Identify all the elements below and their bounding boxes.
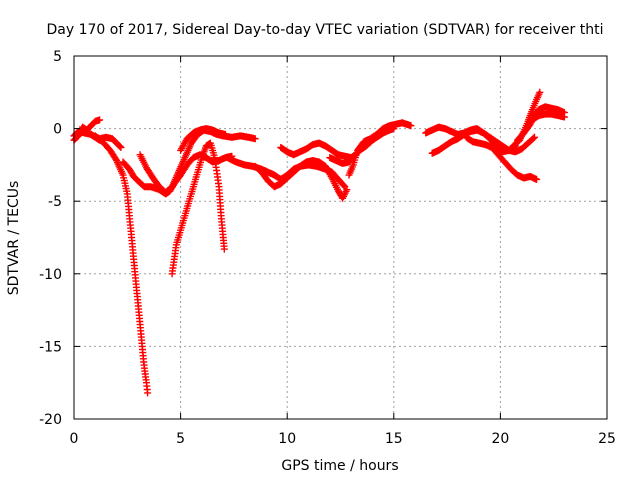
data-points (70, 88, 568, 397)
y-tick-label: 5 (53, 49, 62, 65)
series-markers (177, 125, 229, 154)
series-markers (168, 139, 228, 278)
x-axis-label: GPS time / hours (281, 458, 398, 474)
series-sat-13 (345, 119, 415, 179)
series-markers (428, 126, 519, 157)
x-tick-label: 5 (176, 431, 185, 447)
series-markers (277, 139, 359, 162)
x-tick-label: 0 (70, 431, 79, 447)
series-markers (345, 119, 415, 179)
y-tick-label: -15 (39, 339, 62, 355)
x-tick-label: 25 (598, 431, 616, 447)
series-markers (528, 110, 568, 124)
y-tick-label: -5 (48, 194, 62, 210)
series-markers (91, 132, 152, 397)
series-markers (462, 133, 541, 183)
y-tick-label: 0 (53, 122, 62, 138)
series-sat-8 (177, 125, 229, 154)
grid-lines (74, 56, 607, 419)
series-sat-18 (514, 103, 568, 144)
x-tick-label: 15 (385, 431, 403, 447)
series-markers (251, 157, 351, 202)
series-sat-7 (168, 139, 228, 278)
series-sat-11 (277, 139, 359, 162)
series-sat-19 (528, 110, 568, 124)
chart-title: Day 170 of 2017, Sidereal Day-to-day VTE… (47, 22, 604, 38)
plot-frame (73, 55, 608, 420)
x-tick-label: 10 (278, 431, 296, 447)
y-tick-label: -10 (39, 267, 62, 283)
series-sat-16 (462, 133, 541, 183)
y-tick-label: -20 (39, 412, 62, 428)
series-markers (514, 103, 568, 144)
series-sat-15 (428, 126, 519, 157)
series-sat-4 (91, 132, 152, 397)
series-sat-10 (251, 157, 351, 202)
x-tick-label: 20 (491, 431, 509, 447)
axis-ticks: 0 5 10 15 20 25 -20 -15 -10 -5 0 5 (39, 49, 616, 447)
y-axis-label: SDTVAR / TECUs (6, 181, 22, 296)
